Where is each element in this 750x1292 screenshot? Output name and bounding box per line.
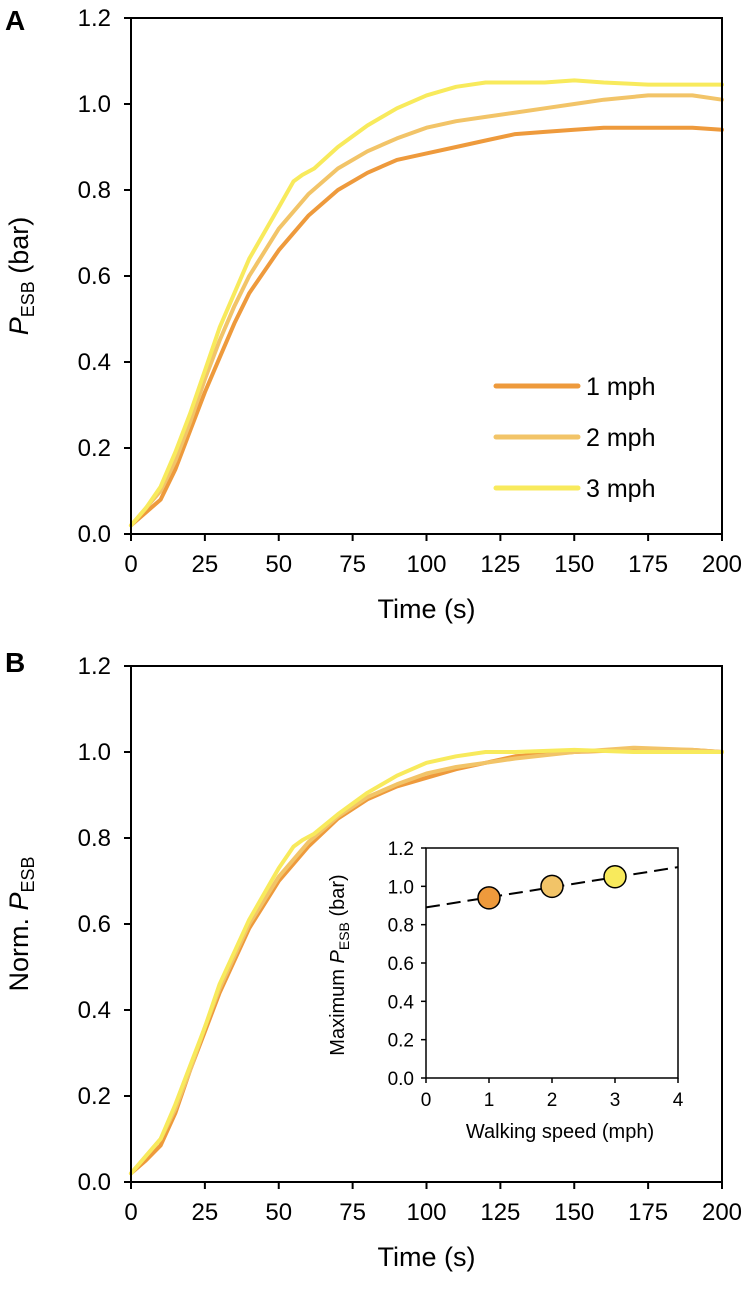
legend: 1 mph 2 mph 3 mph bbox=[493, 373, 655, 503]
y-axis-label-subscript: ESB bbox=[18, 856, 38, 892]
series-line-1-mph bbox=[129, 125, 724, 528]
inset-x-axis-label: Walking speed (mph) bbox=[466, 1121, 654, 1143]
inset-x-tick-label: 0 bbox=[421, 1090, 432, 1111]
panel-A: A 0 25 50 75 100 125 150 175 200 0.0 0.2 0.4 0.6 0.8 1.… bbox=[4, 5, 742, 624]
x-axis-label: Time (s) bbox=[378, 1242, 476, 1272]
y-axis-label-prefix: Norm. bbox=[4, 911, 34, 992]
y-tick-label: 0.0 bbox=[78, 1169, 111, 1196]
panel-B: B 0 25 50 75 100 125 150 175 200 0.0 0.2 0.4 0.6 0.8 1.… bbox=[4, 647, 742, 1272]
y-tick-label: 0.6 bbox=[78, 263, 111, 290]
y-tick-label: 0.2 bbox=[78, 1083, 111, 1110]
y-axis-label-units: (bar) bbox=[4, 217, 34, 282]
panel-letter: A bbox=[5, 5, 25, 36]
inset-y-tick-label: 0.6 bbox=[388, 954, 414, 975]
inset-y-axis-label-symbol: P bbox=[327, 949, 349, 963]
y-axis-label-subscript: ESB bbox=[18, 281, 38, 317]
x-tick-label: 200 bbox=[702, 1199, 742, 1226]
x-tick-label: 175 bbox=[628, 551, 668, 578]
legend-label: 2 mph bbox=[586, 424, 655, 452]
inset-x-tick-label: 3 bbox=[610, 1090, 621, 1111]
x-tick-label: 150 bbox=[554, 1199, 594, 1226]
inset-y-tick-label: 0.2 bbox=[388, 1031, 414, 1052]
x-tick-label: 50 bbox=[265, 1199, 292, 1226]
inset-x-tick-label: 1 bbox=[484, 1090, 495, 1111]
y-tick-label: 1.0 bbox=[78, 739, 111, 766]
inset-data-point bbox=[540, 874, 564, 899]
series-line-3-mph bbox=[129, 747, 724, 1176]
inset-data-point bbox=[477, 886, 501, 910]
inset-y-tick-label: 1.0 bbox=[388, 877, 414, 898]
x-tick-label: 100 bbox=[406, 1199, 446, 1226]
y-tick-label: 0.4 bbox=[78, 997, 111, 1024]
inset-y-tick-label: 1.2 bbox=[388, 839, 414, 860]
y-tick-label: 1.2 bbox=[78, 653, 111, 680]
inset-y-axis-label: Maximum PESB (bar) bbox=[327, 874, 352, 1055]
inset-y-axis-label-subscript: ESB bbox=[336, 922, 352, 950]
y-tick-label: 0.8 bbox=[78, 177, 111, 204]
x-tick-label: 75 bbox=[339, 1199, 366, 1226]
x-tick-label: 75 bbox=[339, 551, 366, 578]
inset-chart: 0 1 2 3 4 0.0 0.2 0.4 0.6 0.8 1.0 1.2 Walking speed … bbox=[327, 839, 684, 1143]
y-tick-label: 0.0 bbox=[78, 521, 111, 548]
y-tick-label: 0.8 bbox=[78, 825, 111, 852]
y-axis-label-main: P bbox=[4, 317, 34, 335]
x-tick-label: 150 bbox=[554, 551, 594, 578]
inset-x-tick-label: 4 bbox=[673, 1090, 684, 1111]
series-line-3-mph bbox=[129, 78, 724, 528]
y-axis-label-main: Norm. P bbox=[4, 893, 34, 992]
y-axis-label-symbol: P bbox=[4, 893, 34, 911]
y-axis-label: PESB (bar) bbox=[4, 217, 38, 336]
x-tick-label: 175 bbox=[628, 1199, 668, 1226]
x-tick-label: 125 bbox=[480, 1199, 520, 1226]
y-tick-label: 0.4 bbox=[78, 349, 111, 376]
x-tick-label: 25 bbox=[192, 551, 219, 578]
x-tick-label: 100 bbox=[406, 551, 446, 578]
inset-y-axis-label-prefix: Maximum bbox=[327, 963, 349, 1055]
x-tick-label: 125 bbox=[480, 551, 520, 578]
inset-y-tick-label: 0.0 bbox=[388, 1069, 414, 1090]
x-tick-label: 200 bbox=[702, 551, 742, 578]
inset-x-tick-label: 2 bbox=[547, 1090, 558, 1111]
inset-y-tick-label: 0.8 bbox=[388, 916, 414, 937]
x-tick-label: 0 bbox=[124, 551, 137, 578]
legend-label: 3 mph bbox=[586, 475, 655, 503]
x-axis-label: Time (s) bbox=[378, 594, 476, 624]
x-tick-label: 25 bbox=[192, 1199, 219, 1226]
legend-label: 1 mph bbox=[586, 373, 655, 401]
y-tick-label: 0.2 bbox=[78, 435, 111, 462]
y-axis-label: Norm. PESB bbox=[4, 856, 38, 991]
x-tick-label: 0 bbox=[124, 1199, 137, 1226]
inset-data-point bbox=[603, 865, 627, 889]
y-tick-label: 1.2 bbox=[78, 5, 111, 32]
inset-y-tick-label: 0.4 bbox=[388, 992, 415, 1013]
x-tick-label: 50 bbox=[265, 551, 292, 578]
panel-letter: B bbox=[5, 647, 25, 678]
series-line-2-mph bbox=[129, 93, 724, 528]
y-tick-label: 0.6 bbox=[78, 911, 111, 938]
y-tick-label: 1.0 bbox=[78, 91, 111, 118]
inset-y-axis-label-units: (bar) bbox=[327, 874, 349, 922]
